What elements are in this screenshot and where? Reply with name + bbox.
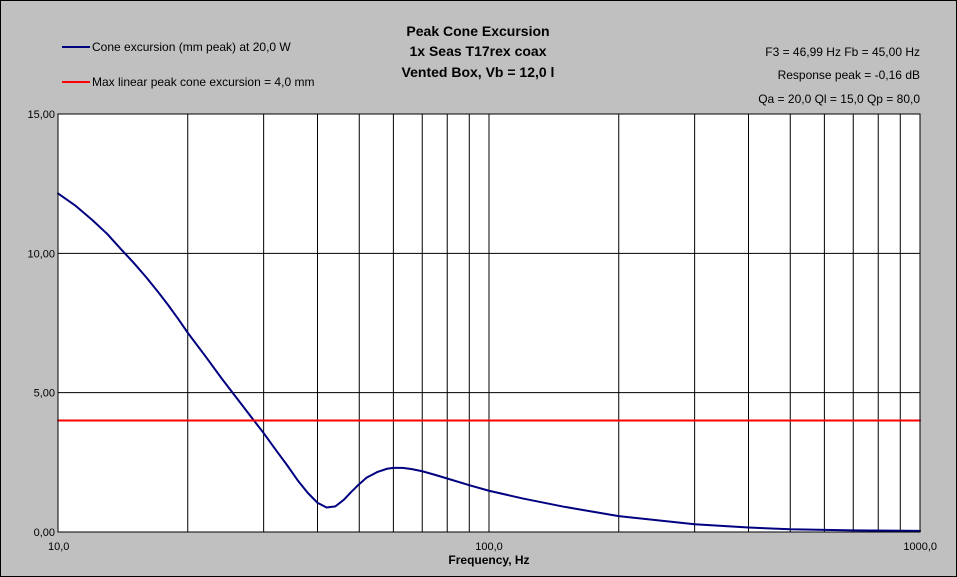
x-axis-ticks: 10,0 100,0 1000,0	[48, 541, 937, 553]
info-response-peak: Response peak = -0,16 dB	[778, 68, 920, 82]
info-q-values: Qa = 20,0 Ql = 15,0 Qp = 80,0	[758, 92, 920, 106]
chart-title-line-1: Peak Cone Excursion	[406, 23, 549, 39]
legend-label-max-linear: Max linear peak cone excursion = 4,0 mm	[92, 75, 314, 89]
y-tick-label: 0,00	[34, 527, 55, 539]
y-tick-label: 5,00	[34, 388, 55, 400]
plot-border	[57, 113, 921, 533]
info-f3-fb: F3 = 46,99 Hz Fb = 45,00 Hz	[765, 45, 920, 59]
series-line-excursion	[57, 192, 921, 532]
legend: Cone excursion (mm peak) at 20,0 W Max l…	[62, 40, 314, 89]
y-axis-ticks: 0,00 5,00 10,00 15,00	[27, 109, 55, 539]
chart-title-line-2: 1x Seas T17rex coax	[410, 43, 547, 59]
series-layer	[57, 192, 921, 532]
y-tick-label: 10,00	[27, 248, 55, 260]
x-tick-label: 1000,0	[903, 541, 937, 553]
legend-label-excursion: Cone excursion (mm peak) at 20,0 W	[92, 40, 291, 54]
x-axis-label: Frequency, Hz	[448, 553, 529, 567]
y-tick-label: 15,00	[27, 109, 55, 121]
x-tick-label: 100,0	[475, 541, 503, 553]
x-tick-label: 10,0	[48, 541, 69, 553]
chart-title-line-3: Vented Box, Vb = 12,0 l	[402, 64, 555, 80]
grid	[58, 114, 920, 532]
